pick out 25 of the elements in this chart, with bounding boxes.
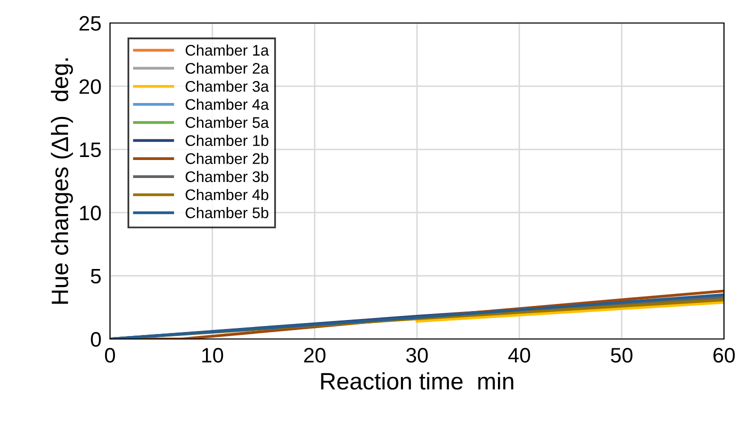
x-axis-title: Reaction time min: [321, 372, 514, 390]
legend-label: Chamber 5a: [186, 116, 269, 128]
y-tick-label: 25: [80, 16, 101, 31]
x-tick-label: 10: [202, 348, 224, 363]
y-tick-label: 20: [80, 79, 101, 94]
y-axis-title: Hue changes (Δh) deg.: [50, 58, 73, 304]
legend-label: Chamber 1a: [186, 44, 269, 56]
legend-label: Chamber 5b: [186, 207, 268, 218]
x-tick-label: 30: [406, 348, 428, 363]
y-tick-label: 5: [90, 269, 101, 284]
x-tick-label: 60: [713, 348, 735, 363]
legend-label: Chamber 3b: [186, 170, 268, 182]
legend-label: Chamber 4b: [186, 188, 268, 200]
x-tick-label: 0: [105, 348, 115, 363]
legend-label: Chamber 4a: [186, 98, 269, 110]
legend-label: Chamber 2a: [186, 62, 269, 74]
x-tick-label: 20: [304, 348, 326, 363]
legend-label: Chamber 1b: [186, 134, 268, 146]
y-tick-label: 0: [90, 332, 101, 347]
x-tick-label: 40: [508, 348, 530, 363]
y-tick-label: 10: [80, 206, 101, 220]
legend-label: Chamber 2b: [186, 152, 268, 164]
y-tick-label: 15: [80, 142, 101, 158]
legend-label: Chamber 3a: [186, 80, 269, 92]
x-tick-label: 50: [610, 348, 632, 363]
